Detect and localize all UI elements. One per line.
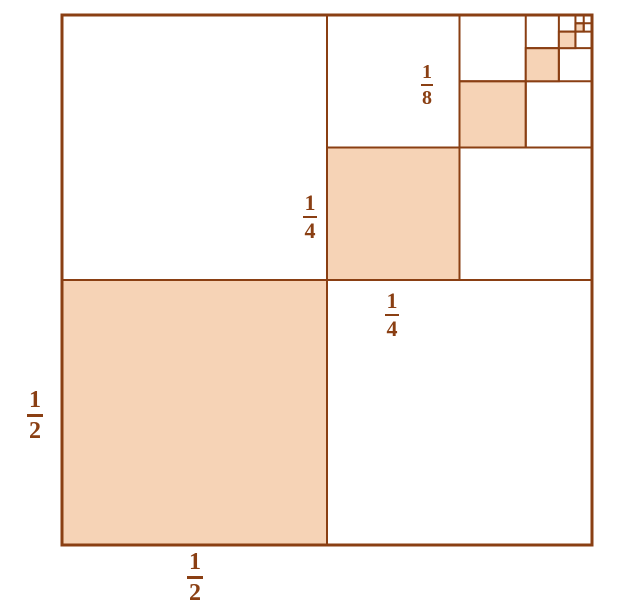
- shaded-square-level-1: [327, 148, 460, 281]
- shaded-square-level-4: [559, 32, 576, 49]
- shaded-square-level-2: [460, 81, 526, 147]
- shaded-square-level-3: [526, 48, 559, 81]
- series-diagram: [0, 0, 623, 607]
- shaded-square-level-0: [62, 280, 327, 545]
- shaded-square-level-5: [575, 23, 583, 31]
